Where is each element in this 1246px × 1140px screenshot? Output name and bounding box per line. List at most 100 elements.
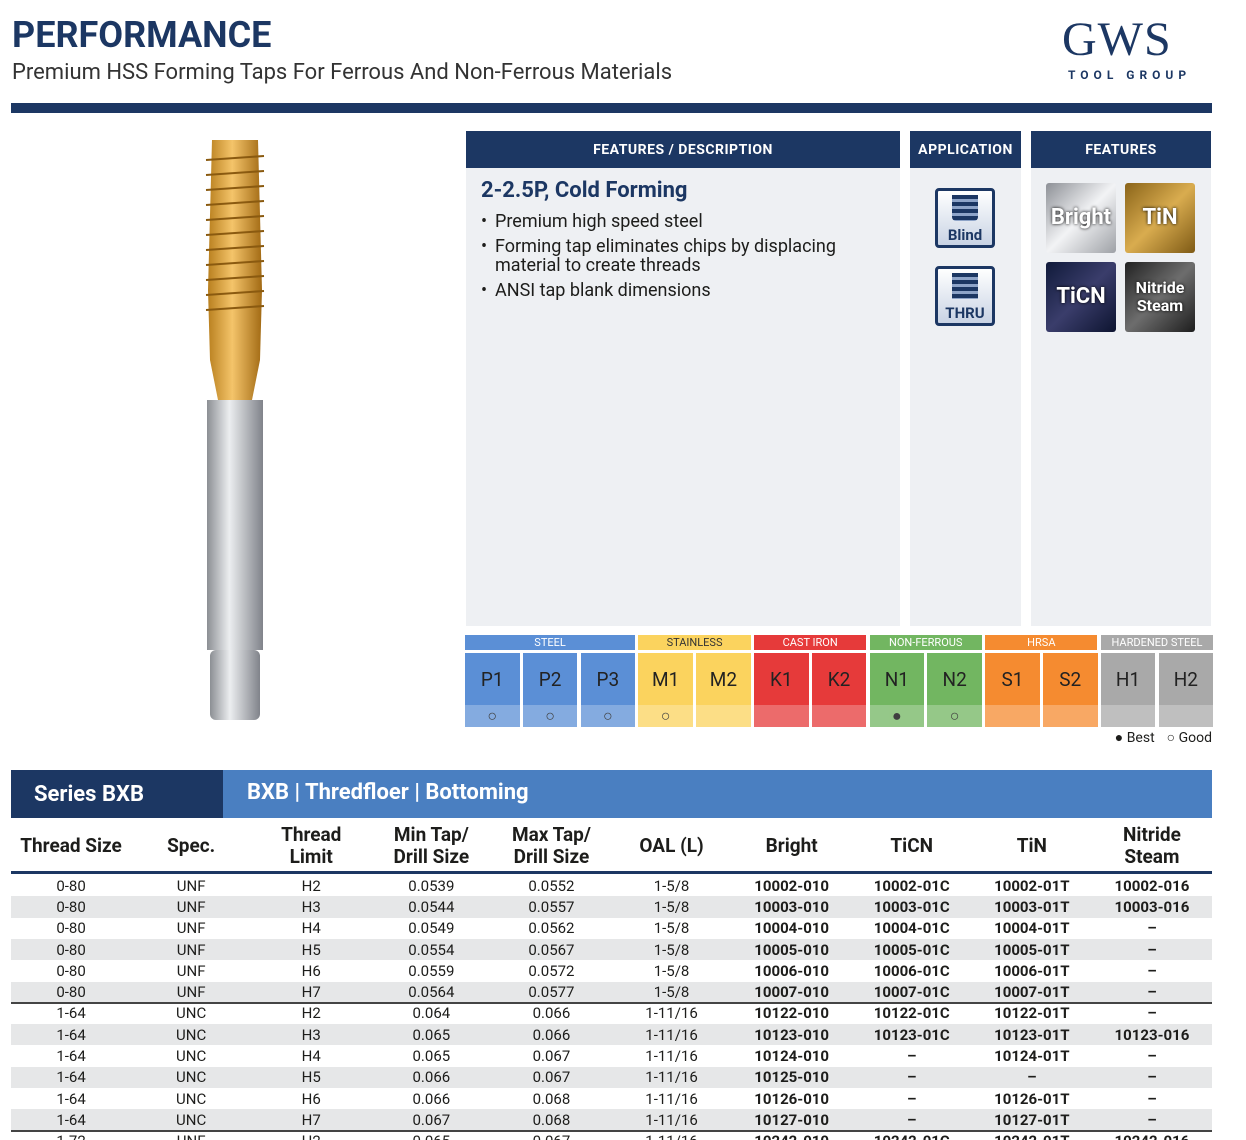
table-cell: 0.0539 xyxy=(408,876,455,895)
table-cell: – xyxy=(907,1089,917,1108)
column-header: Nitride Steam xyxy=(1123,823,1181,868)
table-cell: 0.0557 xyxy=(528,897,575,916)
table-cell: 10002-01C xyxy=(873,876,950,895)
table-cell: 1-64 xyxy=(56,1004,86,1023)
table-cell: 0-80 xyxy=(56,897,86,916)
table-cell: – xyxy=(1027,1068,1037,1087)
table-cell: 1-5/8 xyxy=(653,919,690,938)
material-rating xyxy=(811,705,867,727)
bullet-list: • Premium high speed steel • Forming tap el… xyxy=(481,212,881,306)
column-header: Spec. xyxy=(167,834,216,857)
table-cell: 1-11/16 xyxy=(645,1047,698,1066)
table-cell: 10005-01T xyxy=(994,940,1070,959)
table-cell: 1-5/8 xyxy=(653,897,690,916)
row-band xyxy=(11,896,1212,918)
table-cell: 10125-010 xyxy=(754,1068,830,1087)
bullet: • Forming tap eliminates chips by displac… xyxy=(481,237,881,275)
table-cell: 10003-016 xyxy=(1114,897,1190,916)
coating-tile: TiCN xyxy=(1046,262,1116,332)
table-cell: H3 xyxy=(301,1025,321,1044)
row-band xyxy=(11,1109,1212,1131)
logo: GWS xyxy=(1062,13,1172,66)
table-cell: UNF xyxy=(176,940,206,959)
description-title: 2-2.5P, Cold Forming xyxy=(481,178,688,203)
row-band xyxy=(11,981,1212,1003)
table-cell: 10122-010 xyxy=(754,1004,830,1023)
table-cell: 10242-01T xyxy=(972,1131,1092,1140)
table-cell: 0.0562 xyxy=(528,919,575,938)
table-cell: H2 xyxy=(301,876,321,895)
table-cell: 0.065 xyxy=(371,1131,491,1140)
legend-entry: ○ Good xyxy=(1166,730,1212,746)
table-cell: UNF xyxy=(176,897,206,916)
table-cell: 1-5/8 xyxy=(653,961,690,980)
material-code: S2 xyxy=(1043,653,1098,705)
table-cell: UNF xyxy=(176,919,206,938)
material-code: N1 xyxy=(869,653,925,705)
table-cell: 0.0559 xyxy=(408,961,455,980)
table-cell: 10127-010 xyxy=(754,1110,830,1129)
table-cell: 0.0564 xyxy=(408,983,455,1002)
bullet-text: Premium high speed steel xyxy=(495,211,703,232)
table-cell: 0.067 xyxy=(412,1110,451,1129)
table-cell: 1-64 xyxy=(56,1047,86,1066)
bullet-dot: • xyxy=(481,211,488,232)
table-cell: H5 xyxy=(301,940,321,959)
icon-graphic xyxy=(952,195,978,221)
table-cell: 0.0577 xyxy=(528,983,575,1002)
bullet-dot: • xyxy=(481,236,488,257)
table-cell: 1-64 xyxy=(56,1110,86,1129)
table-cell: 0.066 xyxy=(532,1025,571,1044)
table-cell: UNC xyxy=(176,1004,207,1023)
material-group: NON-FERROUS xyxy=(869,635,982,650)
table-cell: – xyxy=(1147,1047,1157,1066)
table-cell: 10123-010 xyxy=(754,1025,830,1044)
table-cell: 0.0567 xyxy=(528,940,575,959)
table-cell: 0.0552 xyxy=(528,876,575,895)
table-cell: 0.064 xyxy=(412,1004,451,1023)
table-cell: UNF xyxy=(131,1131,251,1140)
table-cell: 0-80 xyxy=(56,983,86,1002)
column-header: Thread Size xyxy=(20,834,122,857)
table-cell: 1-72 xyxy=(11,1131,131,1140)
table-cell: 1-11/16 xyxy=(645,1110,698,1129)
table-cell: 10004-01C xyxy=(873,919,950,938)
material-rating: ○ xyxy=(580,705,636,727)
table-cell: 10006-01C xyxy=(873,961,950,980)
table-cell: – xyxy=(1147,1068,1157,1087)
material-code: S1 xyxy=(985,653,1040,705)
material-code: M2 xyxy=(696,653,751,705)
material-rating xyxy=(985,705,1040,727)
table-cell: 0-80 xyxy=(56,940,86,959)
table-cell: 10004-01T xyxy=(994,919,1070,938)
bullet: • ANSI tap blank dimensions xyxy=(481,281,881,300)
column-header: TiN xyxy=(1016,834,1047,857)
bullet-dot: • xyxy=(481,280,488,301)
legend-entry: ● Best xyxy=(1114,730,1155,746)
group-rule xyxy=(11,1129,1212,1132)
tap-image xyxy=(205,140,265,720)
material-group: HARDENED STEEL xyxy=(1100,635,1214,650)
table-cell: H3 xyxy=(301,897,321,916)
application-icon: Blind xyxy=(935,188,995,248)
table-cell: 10122-01C xyxy=(873,1004,950,1023)
material-group: HRSA xyxy=(985,635,1098,650)
coating-tile: Nitride Steam xyxy=(1125,262,1195,332)
table-cell: 10003-010 xyxy=(754,897,830,916)
table-cell: 1-64 xyxy=(56,1089,86,1108)
description-panel xyxy=(466,168,900,626)
table-cell: 1-5/8 xyxy=(653,940,690,959)
material-code: H1 xyxy=(1100,653,1156,705)
table-cell: 1-64 xyxy=(56,1025,86,1044)
table-cell: – xyxy=(1147,919,1157,938)
table-cell: 10005-010 xyxy=(754,940,830,959)
bullet-text: ANSI tap blank dimensions xyxy=(495,280,711,301)
table-cell: 10004-010 xyxy=(754,919,830,938)
table-cell: 10007-010 xyxy=(754,983,830,1002)
coating-tile: Bright xyxy=(1046,183,1116,253)
table-cell: 0.066 xyxy=(532,1004,571,1023)
column-header: OAL (L) xyxy=(639,834,704,857)
table-cell: 0-80 xyxy=(56,876,86,895)
material-code: K2 xyxy=(811,653,867,705)
table-cell: H2 xyxy=(301,1004,321,1023)
